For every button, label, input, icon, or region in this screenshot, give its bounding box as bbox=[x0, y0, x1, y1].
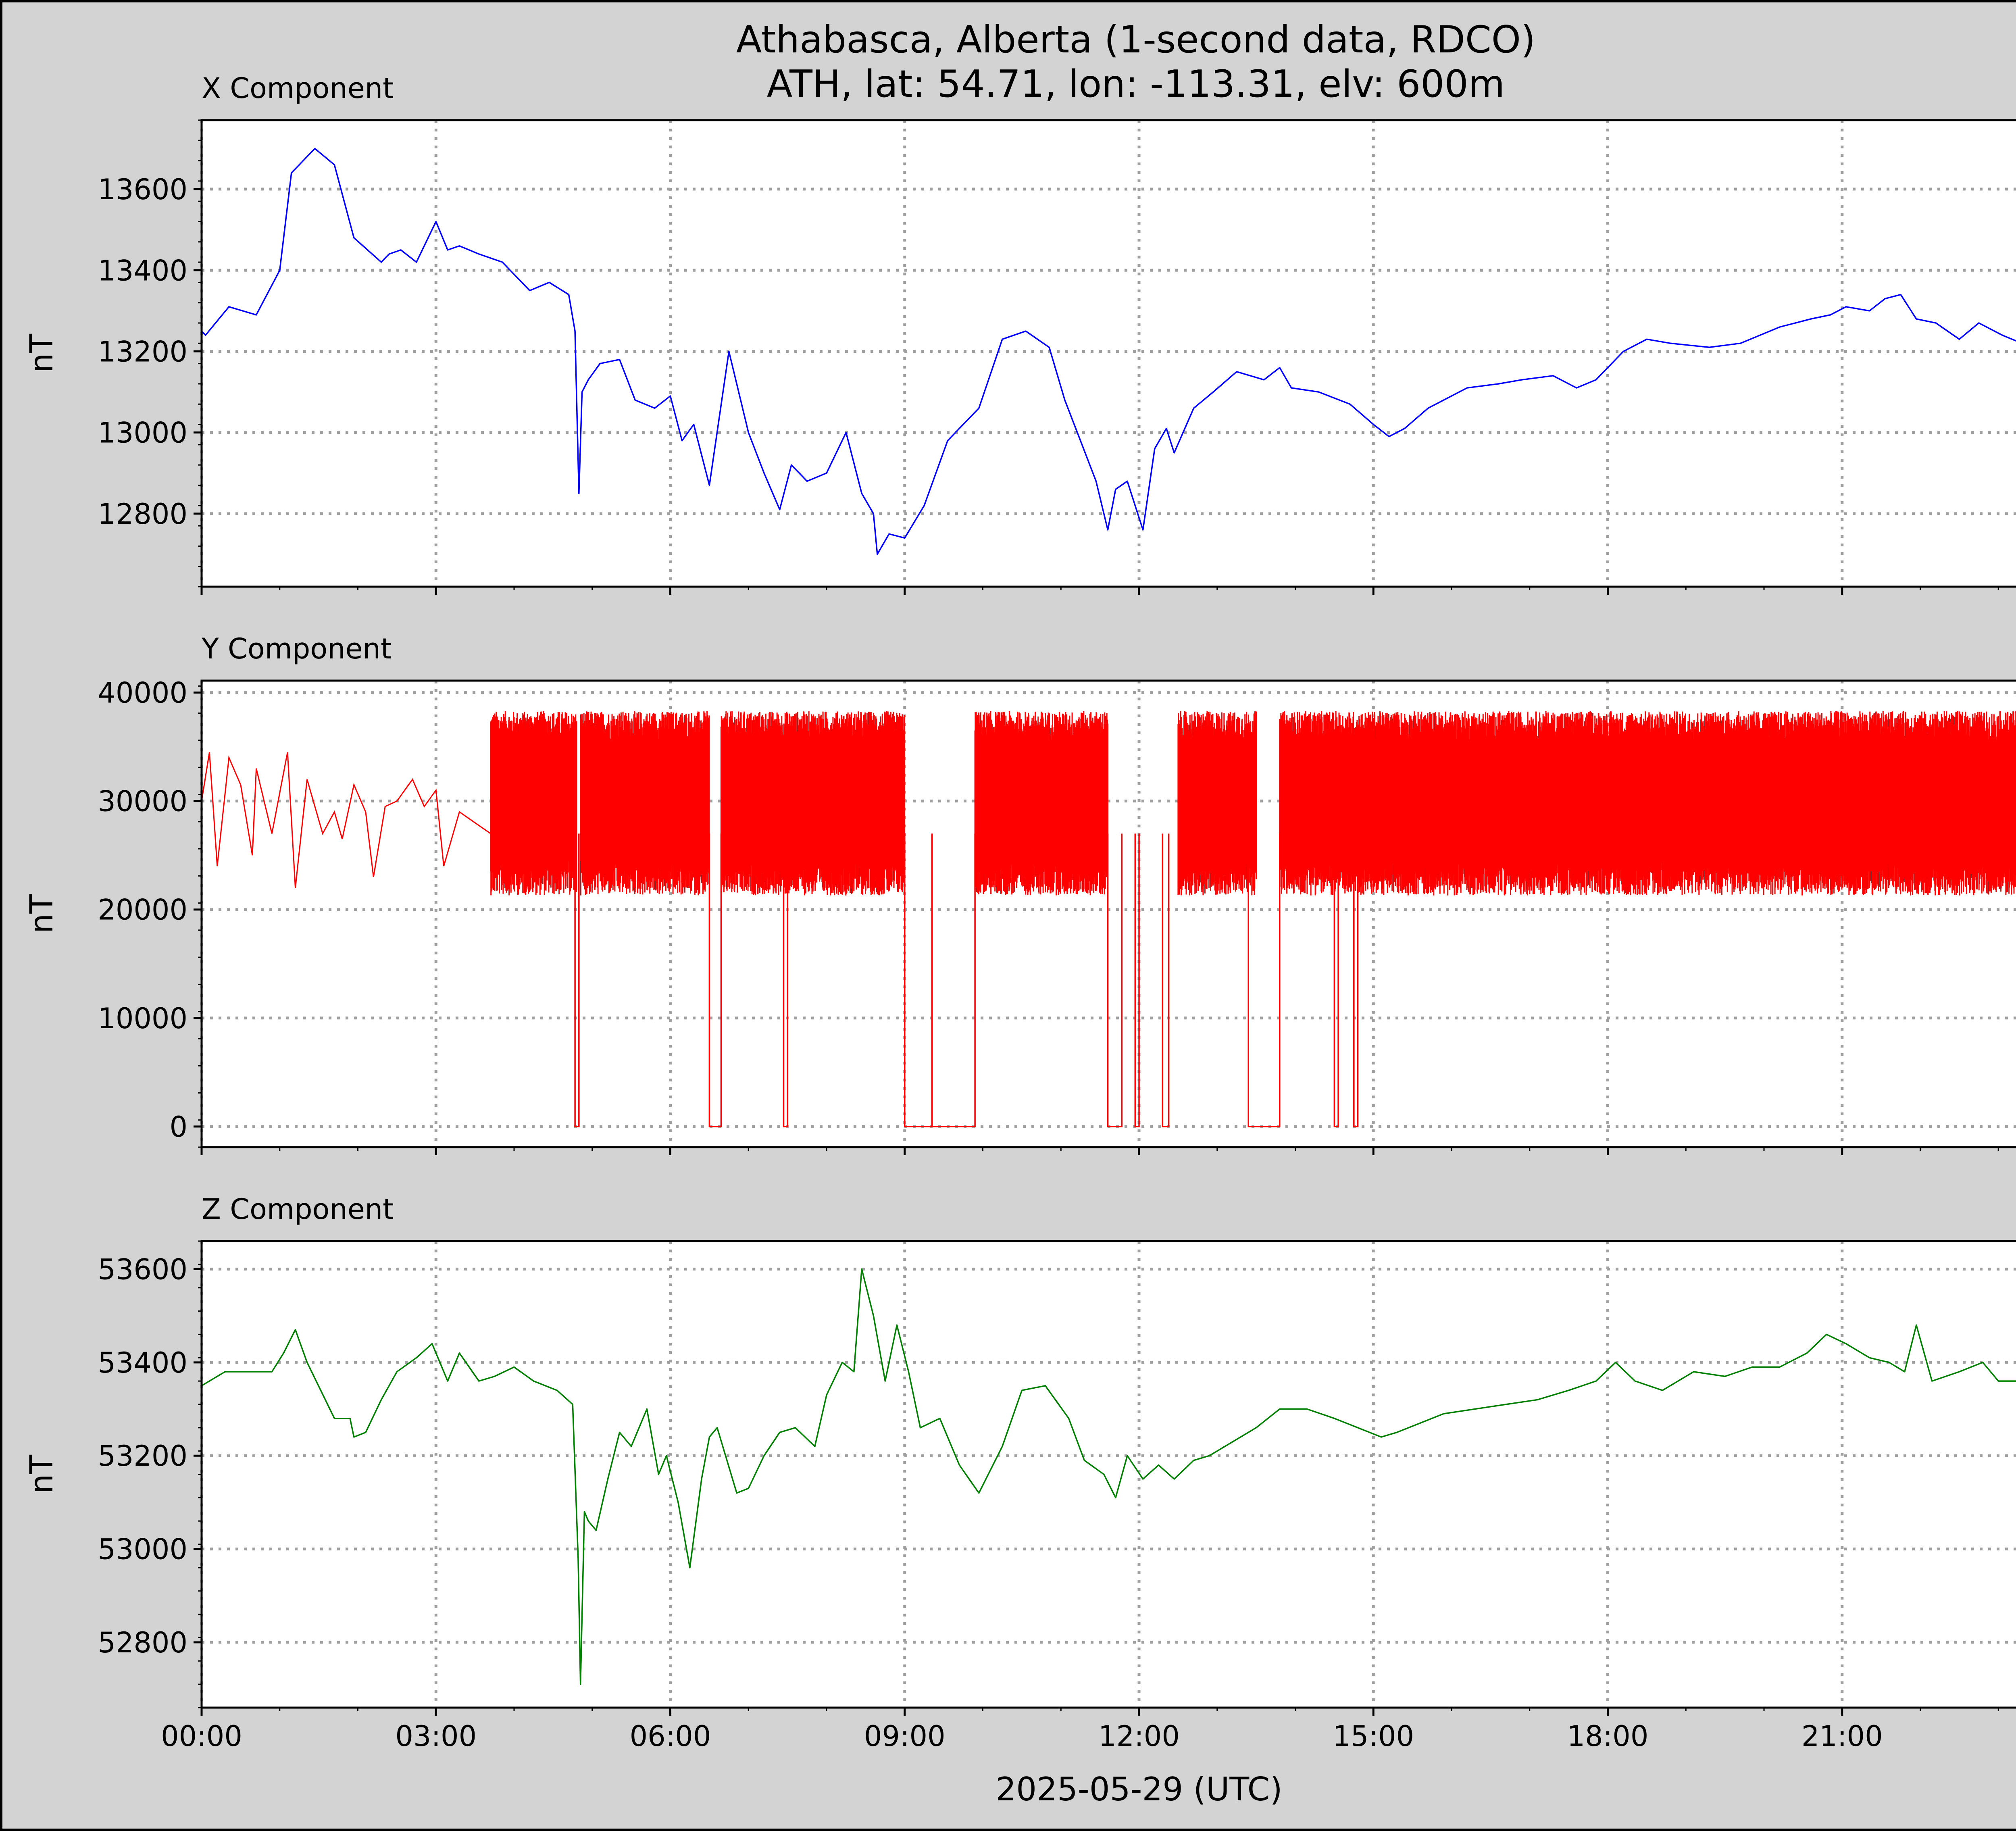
z-component-ytick-label: 52800 bbox=[98, 1626, 187, 1659]
z-component-series-line bbox=[202, 1268, 2016, 1685]
y-component-dropout bbox=[1107, 833, 1123, 1127]
y-component-dropout bbox=[708, 833, 722, 1127]
z-component-xtick-label: 06:00 bbox=[630, 1720, 711, 1753]
y-component-noise-spikes bbox=[1279, 711, 2016, 896]
z-component-ylabel: nT bbox=[24, 1455, 60, 1494]
y-component-noise-spikes bbox=[974, 711, 1108, 896]
z-component-xtick-label: 00:00 bbox=[161, 1720, 242, 1753]
y-component-data bbox=[202, 711, 2016, 1127]
y-component-ytick-label: 0 bbox=[169, 1110, 187, 1144]
z-component-title: Z Component bbox=[202, 1193, 394, 1226]
x-axis-label: 2025-05-29 (UTC) bbox=[996, 1771, 1282, 1808]
x-component-ytick-label: 13200 bbox=[98, 335, 187, 368]
z-component-xtick-label: 18:00 bbox=[1567, 1720, 1649, 1753]
y-component-dropout bbox=[1134, 833, 1140, 1127]
z-component-xtick-label: 09:00 bbox=[864, 1720, 946, 1753]
y-component-ytick-label: 20000 bbox=[98, 894, 187, 927]
z-component-ytick-label: 53600 bbox=[98, 1253, 187, 1286]
y-component-ytick-label: 10000 bbox=[98, 1002, 187, 1035]
y-component-dropout bbox=[783, 833, 788, 1127]
y-component-noise-spikes bbox=[580, 711, 710, 896]
y-component-dropout bbox=[1333, 833, 1339, 1127]
y-component-dropout bbox=[931, 833, 976, 1127]
figure-title-line1: Athabasca, Alberta (1-second data, RDCO) bbox=[736, 18, 1536, 61]
x-component-series-line bbox=[202, 148, 2016, 555]
y-component-sparse-line bbox=[202, 752, 491, 888]
x-component-data bbox=[202, 148, 2016, 555]
y-component-dropout bbox=[1353, 833, 1359, 1127]
figure-title-line2: ATH, lat: 54.71, lon: -113.31, elv: 600m bbox=[767, 62, 1505, 106]
z-component-plot-area bbox=[202, 1241, 2016, 1708]
y-component-ylabel: nT bbox=[24, 894, 60, 933]
z-component-panel: 52800 53000 53200 53400 53600 00:00 03:00 06:00… bbox=[24, 1193, 2016, 1753]
z-component-xtick-label: 21:00 bbox=[1801, 1720, 1883, 1753]
y-component-dropout bbox=[1162, 833, 1170, 1127]
y-component-noise-spikes bbox=[1177, 711, 1257, 896]
y-component-ytick-label: 40000 bbox=[98, 677, 187, 710]
y-component-dropout bbox=[574, 833, 580, 1127]
z-component-ytick-label: 53200 bbox=[98, 1439, 187, 1473]
x-component-ytick-label: 13000 bbox=[98, 417, 187, 450]
x-component-ytick-label: 13400 bbox=[98, 254, 187, 287]
z-component-ytick-label: 53000 bbox=[98, 1533, 187, 1566]
x-component-plot-area bbox=[202, 120, 2016, 587]
y-component-ytick-label: 30000 bbox=[98, 785, 187, 818]
y-component-noise-spikes bbox=[490, 711, 577, 896]
x-component-panel: 12800 13000 13200 13400 13600 X Component nT bbox=[24, 72, 2016, 595]
y-component-panel: 0 10000 20000 30000 40000 Y Component nT bbox=[24, 632, 2016, 1155]
x-component-ytick-label: 13600 bbox=[98, 173, 187, 206]
y-component-title: Y Component bbox=[201, 632, 392, 665]
z-component-xtick-label: 12:00 bbox=[1098, 1720, 1180, 1753]
x-component-ylabel: nT bbox=[24, 334, 60, 373]
y-component-dropout bbox=[1248, 833, 1281, 1127]
z-component-xtick-label: 15:00 bbox=[1333, 1720, 1414, 1753]
x-component-title: X Component bbox=[202, 72, 394, 105]
x-component-ytick-label: 12800 bbox=[98, 498, 187, 531]
z-component-data bbox=[202, 1268, 2016, 1685]
y-component-noise-spikes bbox=[720, 711, 905, 896]
z-component-ytick-label: 53400 bbox=[98, 1346, 187, 1379]
z-component-xtick-label: 03:00 bbox=[395, 1720, 477, 1753]
